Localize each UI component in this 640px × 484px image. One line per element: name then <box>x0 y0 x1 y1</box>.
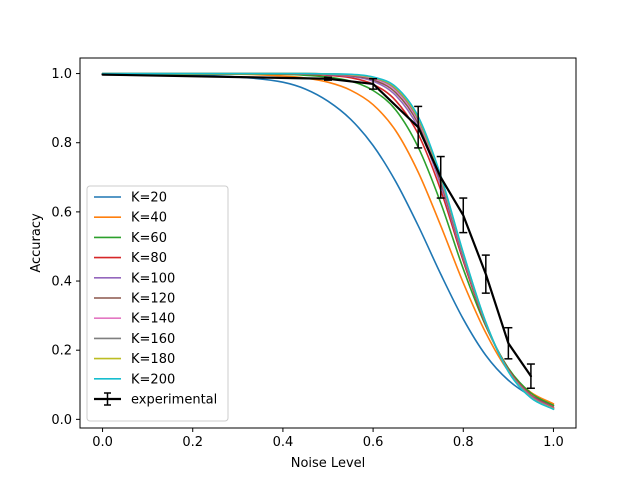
legend-label: K=60 <box>131 231 167 246</box>
y-tick-label: 0.4 <box>51 275 72 290</box>
legend-label: K=20 <box>131 191 167 206</box>
legend-label: K=120 <box>131 292 175 307</box>
legend-label: K=40 <box>131 211 167 226</box>
y-tick-label: 0.2 <box>51 344 72 359</box>
experimental-line <box>101 73 533 378</box>
x-tick-label: 1.0 <box>543 435 564 450</box>
legend: K=20 K=40 K=60 K=80 K=100 K=120 K=140 K=160 K=18… <box>86 185 229 422</box>
series-line-k200 <box>101 72 555 411</box>
x-tick-label: 0.0 <box>92 435 113 450</box>
legend-label: experimental <box>131 393 217 408</box>
series-line-k40 <box>101 73 555 405</box>
legend-label: K=80 <box>131 251 167 266</box>
y-axis-label: Accuracy <box>29 213 44 273</box>
legend-label: K=140 <box>131 312 175 327</box>
y-tick-label: 0.0 <box>51 413 72 428</box>
y-tick-label: 1.0 <box>51 67 72 82</box>
series-layer <box>101 72 555 411</box>
legend-items: K=20 K=40 K=60 K=80 K=100 K=120 K=140 K=160 K=18… <box>94 191 217 408</box>
legend-label: K=200 <box>131 372 175 387</box>
legend-label: K=160 <box>131 332 175 347</box>
series-line-k20 <box>101 73 555 406</box>
x-tick-label: 0.2 <box>182 435 203 450</box>
y-tick-label: 0.6 <box>51 205 72 220</box>
legend-label: K=100 <box>131 271 175 286</box>
plot-frame <box>79 57 577 429</box>
legend-box <box>86 185 229 422</box>
y-axis-ticks: 0.0 0.2 0.4 0.6 0.8 1.0 <box>51 67 80 428</box>
experimental-layer <box>101 73 535 389</box>
x-tick-label: 0.8 <box>453 435 474 450</box>
x-tick-label: 0.6 <box>363 435 384 450</box>
legend-label: K=180 <box>131 352 175 367</box>
x-axis-ticks: 0.0 0.2 0.4 0.6 0.8 1.0 <box>92 428 564 450</box>
y-tick-label: 0.8 <box>51 136 72 151</box>
x-axis-label: Noise Level <box>291 456 366 471</box>
x-tick-label: 0.4 <box>273 435 294 450</box>
